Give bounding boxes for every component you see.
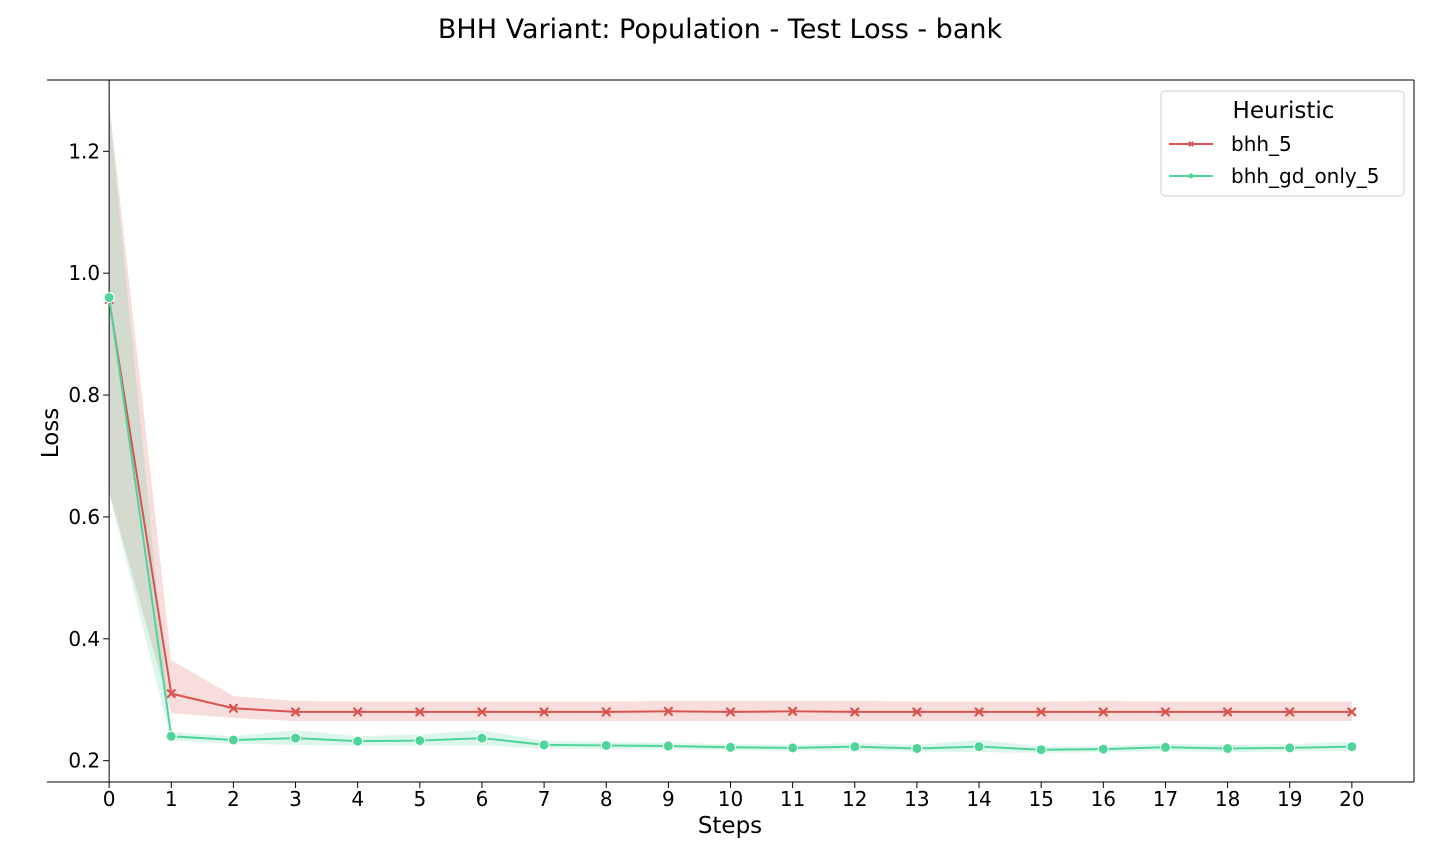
data-point [227, 734, 239, 746]
y-axis-label: Loss [38, 408, 64, 458]
series-line-bhh_gd_only_5 [108, 297, 1352, 751]
data-point [476, 732, 488, 744]
x-tick-label: 9 [662, 787, 675, 811]
data-point [1160, 707, 1171, 717]
x-tick-label: 19 [1277, 787, 1302, 811]
data-point [787, 742, 799, 754]
legend-box [1160, 90, 1405, 197]
data-point [165, 730, 177, 742]
x-tick-label: 8 [600, 787, 613, 811]
data-point [1222, 707, 1233, 717]
data-point [1222, 742, 1234, 754]
x-tick-label: 7 [538, 787, 551, 811]
data-point [1098, 707, 1108, 717]
data-point [725, 741, 736, 753]
x-tick-label: 0 [103, 787, 116, 811]
data-point [974, 707, 984, 717]
chart-title: BHH Variant: Population - Test Loss - ba… [438, 14, 1003, 45]
data-point [912, 707, 922, 717]
data-point [973, 741, 985, 753]
x-tick-label: 3 [289, 787, 302, 811]
data-point [601, 707, 611, 717]
data-point [414, 735, 426, 747]
data-point [1159, 741, 1171, 753]
y-tick-label: 0.6 [68, 505, 100, 529]
x-tick-label: 17 [1153, 787, 1178, 811]
confidence-band-bhh_gd_only_5 [109, 108, 1352, 753]
data-point [228, 703, 239, 713]
data-point [538, 739, 550, 751]
data-point [1097, 743, 1109, 755]
data-point [663, 706, 673, 716]
legend-label: bhh_5 [1231, 132, 1292, 156]
x-tick-label: 4 [351, 787, 364, 811]
legend-title: Heuristic [1233, 98, 1335, 124]
data-point [1346, 741, 1358, 753]
x-tick-label: 16 [1091, 787, 1116, 811]
data-point [415, 707, 425, 717]
x-tick-label: 1 [165, 787, 178, 811]
plot-area: 0.20.40.60.81.01.20 1 2 3 4 5 6 7 8 9 10 11 12 13 14 15… [47, 79, 1415, 811]
x-tick-label: 15 [1028, 787, 1053, 811]
data-point [166, 689, 176, 699]
x-tick-label: 18 [1215, 787, 1240, 811]
x-tick-label: 5 [413, 787, 426, 811]
y-tick-label: 1.2 [68, 139, 100, 163]
data-point [1284, 742, 1296, 754]
data-point [849, 741, 861, 753]
y-tick-label: 0.2 [68, 749, 100, 773]
x-tick-label: 10 [718, 787, 743, 811]
data-point [600, 739, 612, 751]
data-point [788, 706, 798, 716]
data-point [1285, 707, 1295, 717]
series-line-bhh_5 [108, 299, 1352, 713]
data-point [850, 707, 860, 717]
legend-label: bhh_gd_only_5 [1231, 164, 1379, 188]
y-tick-label: 0.4 [68, 627, 100, 651]
x-tick-label: 6 [476, 787, 489, 811]
legend-swatch-marker [1188, 173, 1194, 179]
data-point [1036, 707, 1046, 717]
x-tick-label: 20 [1339, 787, 1364, 811]
data-point [103, 292, 115, 304]
data-point [353, 707, 363, 717]
x-tick-label: 11 [780, 787, 805, 811]
x-tick-label: 14 [966, 787, 991, 811]
data-point [290, 732, 302, 744]
data-point [352, 735, 364, 747]
data-point [290, 707, 301, 717]
data-point [477, 707, 487, 717]
x-tick-label: 12 [842, 787, 867, 811]
data-point [725, 707, 736, 717]
data-point [662, 740, 674, 752]
x-tick-label: 2 [227, 787, 240, 811]
data-point [539, 707, 549, 717]
legend: Heuristic bhh_5 bhh_gd_only_5 [1160, 90, 1405, 197]
y-tick-label: 0.8 [68, 383, 100, 407]
x-tick-label: 13 [904, 787, 929, 811]
data-point [911, 742, 923, 754]
data-point [1347, 707, 1357, 717]
data-point [1035, 744, 1047, 756]
x-axis-label: Steps [698, 813, 762, 839]
legend-swatch-marker [1188, 141, 1194, 147]
y-tick-label: 1.0 [68, 261, 100, 285]
